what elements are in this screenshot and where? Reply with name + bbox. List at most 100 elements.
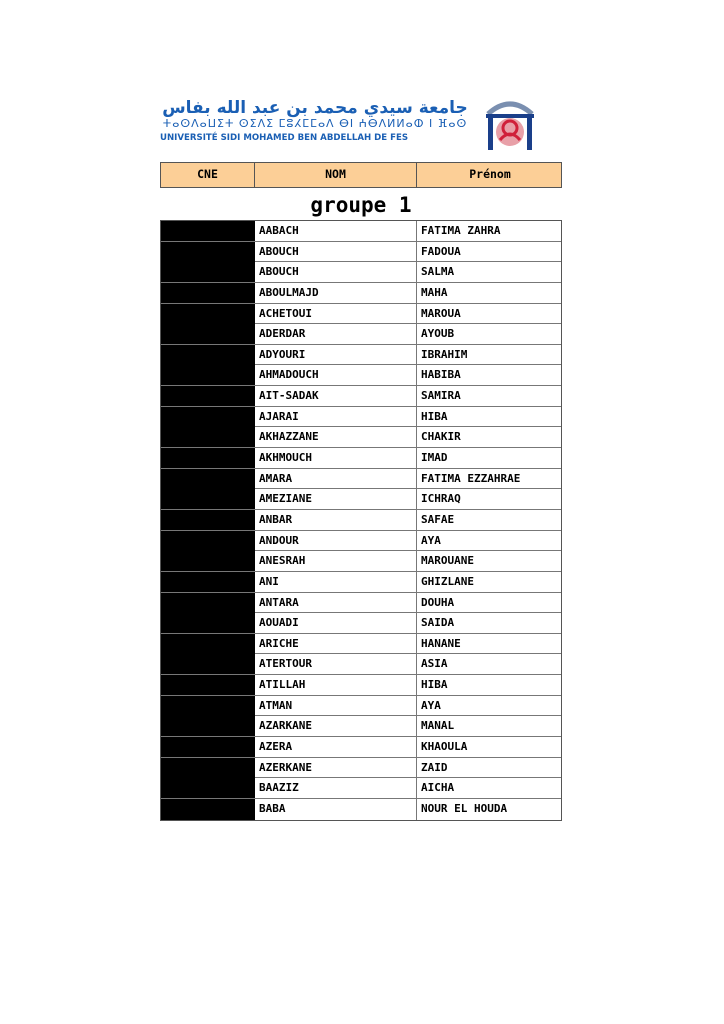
cne-redacted-cell xyxy=(161,489,255,510)
prenom-cell: SAFAE xyxy=(421,512,455,526)
nom-cell: AOUADI xyxy=(255,613,417,634)
nom-cell: ATERTOUR xyxy=(255,654,417,675)
table-row: BAAZIZ AICHA xyxy=(161,778,561,799)
table-row: ANBAR SAFAE xyxy=(161,509,561,531)
cne-redacted-cell xyxy=(161,386,255,407)
cne-redacted-cell xyxy=(161,675,255,696)
table-row: ANESRAH MAROUANE xyxy=(161,551,561,572)
table-row: AABACH FATIMA ZAHRA xyxy=(161,221,561,242)
table-row: AHMADOUCH HABIBA xyxy=(161,365,561,387)
nom-cell: AABACH xyxy=(255,221,417,241)
cne-redacted-cell xyxy=(161,365,255,386)
table-row: AKHMOUCH IMAD xyxy=(161,448,561,469)
prenom-cell: NOUR EL HOUDA xyxy=(421,801,508,815)
cne-redacted-cell xyxy=(161,241,255,262)
table-row: ABOUCH SALMA xyxy=(161,262,561,283)
table-row: AKHAZZANE CHAKIR xyxy=(161,427,561,449)
nom-cell: AMARA xyxy=(255,468,417,489)
cne-redacted-cell xyxy=(161,509,255,530)
student-table: AABACH FATIMA ZAHRA ABOUCH FADOUA ABOUCH SALM… xyxy=(160,220,562,821)
cne-redacted-cell xyxy=(161,406,255,427)
prenom-cell: HIBA xyxy=(421,409,448,423)
nom-cell: BAAZIZ xyxy=(255,778,417,799)
group-title: groupe 1 xyxy=(310,193,412,217)
cne-redacted-cell xyxy=(161,798,255,820)
cne-redacted-cell xyxy=(161,778,255,799)
nom-cell: ATILLAH xyxy=(255,675,417,696)
prenom-cell: MANAL xyxy=(421,719,455,733)
cne-redacted-cell xyxy=(161,427,255,448)
nom-cell: ABOUCH xyxy=(255,262,417,283)
prenom-cell: SAMIRA xyxy=(421,389,461,403)
nom-cell: AKHMOUCH xyxy=(255,448,417,469)
table-row: ANI GHIZLANE xyxy=(161,571,561,593)
prenom-cell: FATIMA EZZAHRAE xyxy=(421,471,521,485)
table-row: ADYOURI IBRAHIM xyxy=(161,344,561,366)
table-row: AMARA FATIMA EZZAHRAE xyxy=(161,468,561,490)
cne-redacted-cell xyxy=(161,737,255,758)
nom-cell: ANTARA xyxy=(255,592,417,613)
table-row: ABOULMAJD MAHA xyxy=(161,282,561,304)
nom-cell: ADYOURI xyxy=(255,344,417,365)
logo-arabic-name: جامعة سيدي محمد بن عبد الله بفاس xyxy=(162,98,468,118)
cne-redacted-cell xyxy=(161,716,255,737)
table-row: AZARKANE MANAL xyxy=(161,716,561,738)
prenom-cell: CHAKIR xyxy=(421,430,461,444)
nom-cell: AZERKANE xyxy=(255,757,417,778)
prenom-cell: AYOUB xyxy=(421,327,455,341)
prenom-cell: ASIA xyxy=(421,657,448,671)
prenom-cell: AICHA xyxy=(421,781,455,795)
prenom-cell: MAROUA xyxy=(421,306,461,320)
nom-cell: AIT-SADAK xyxy=(255,386,417,407)
prenom-cell: MAROUANE xyxy=(421,554,474,568)
nom-cell: ABOUCH xyxy=(255,241,417,262)
column-header-cne: CNE xyxy=(161,163,255,187)
nom-cell: ADERDAR xyxy=(255,324,417,345)
cne-redacted-cell xyxy=(161,654,255,675)
table-row: ATERTOUR ASIA xyxy=(161,654,561,676)
prenom-cell: ICHRAQ xyxy=(421,492,461,506)
nom-cell: ANDOUR xyxy=(255,530,417,551)
nom-cell: AMEZIANE xyxy=(255,489,417,510)
cne-redacted-cell xyxy=(161,303,255,324)
cne-redacted-cell xyxy=(161,613,255,634)
prenom-cell: HABIBA xyxy=(421,368,461,382)
cne-redacted-cell xyxy=(161,530,255,551)
table-row: ADERDAR AYOUB xyxy=(161,324,561,345)
university-logo: جامعة سيدي محمد بن عبد الله بفاس ⵜⴰⵙⴷⴰⵡⵉ… xyxy=(160,98,565,153)
nom-cell: AZERA xyxy=(255,737,417,758)
prenom-cell: HANANE xyxy=(421,636,461,650)
prenom-cell: GHIZLANE xyxy=(421,574,474,588)
nom-cell: ANESRAH xyxy=(255,551,417,572)
nom-cell: ANBAR xyxy=(255,509,417,530)
cne-redacted-cell xyxy=(161,282,255,303)
prenom-cell: FADOUA xyxy=(421,244,461,258)
table-row: ACHETOUI MAROUA xyxy=(161,303,561,325)
cne-redacted-cell xyxy=(161,757,255,778)
table-row: ABOUCH FADOUA xyxy=(161,241,561,263)
prenom-cell: KHAOULA xyxy=(421,740,468,754)
table-row: BABA NOUR EL HOUDA xyxy=(161,798,561,820)
table-row: ANDOUR AYA xyxy=(161,530,561,552)
nom-cell: BABA xyxy=(255,798,417,820)
prenom-cell: HIBA xyxy=(421,678,448,692)
cne-redacted-cell xyxy=(161,633,255,654)
nom-cell: AJARAI xyxy=(255,406,417,427)
university-emblem-icon xyxy=(486,101,534,150)
prenom-cell: ZAID xyxy=(421,760,448,774)
table-row: AJARAI HIBA xyxy=(161,406,561,428)
prenom-cell: IBRAHIM xyxy=(421,347,468,361)
prenom-cell: DOUHA xyxy=(421,595,455,609)
nom-cell: AKHAZZANE xyxy=(255,427,417,448)
prenom-cell: FATIMA ZAHRA xyxy=(421,224,501,237)
table-row: ATMAN AYA xyxy=(161,695,561,717)
column-header-nom: NOM xyxy=(255,163,417,187)
table-row: ATILLAH HIBA xyxy=(161,675,561,696)
cne-redacted-cell xyxy=(161,571,255,592)
nom-cell: ATMAN xyxy=(255,695,417,716)
table-row: ANTARA DOUHA xyxy=(161,592,561,614)
cne-redacted-cell xyxy=(161,468,255,489)
nom-cell: ARICHE xyxy=(255,633,417,654)
table-row: AZERKANE ZAID xyxy=(161,757,561,779)
prenom-cell: SALMA xyxy=(421,265,455,279)
